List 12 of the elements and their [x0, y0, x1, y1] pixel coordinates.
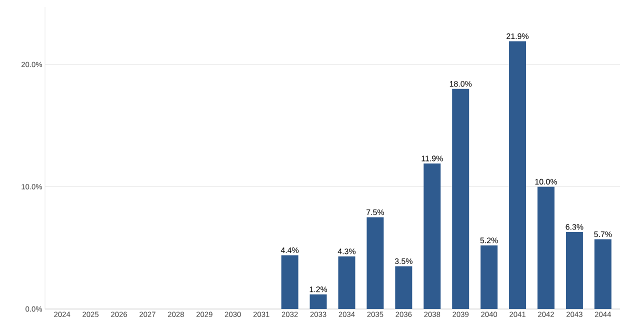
bar — [310, 294, 327, 309]
bar — [338, 256, 356, 309]
bar — [480, 245, 498, 309]
bar — [594, 239, 612, 309]
bar — [366, 217, 384, 309]
bar — [424, 164, 441, 309]
bar — [395, 266, 412, 309]
bar — [537, 186, 554, 309]
bar — [566, 232, 583, 309]
bar — [509, 41, 526, 309]
bar — [452, 88, 470, 309]
bar — [281, 255, 298, 309]
